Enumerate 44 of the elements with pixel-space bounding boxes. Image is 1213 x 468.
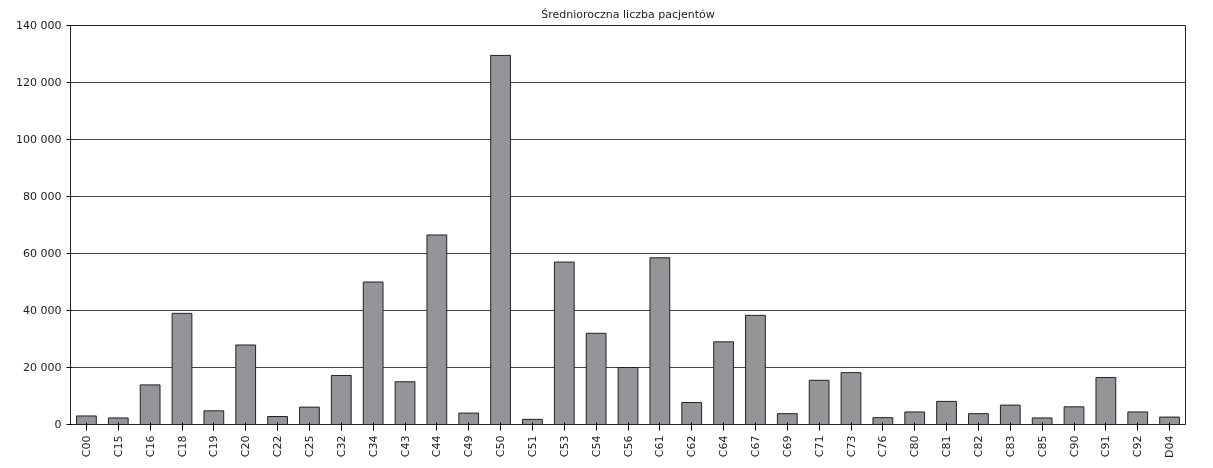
y-tick-label: 80 000: [23, 190, 62, 203]
x-tick-label: C56: [621, 435, 635, 458]
x-tick-label: C92: [1131, 435, 1145, 458]
x-tick-label: C81: [940, 435, 954, 458]
y-tick-label: 140 000: [16, 19, 62, 32]
x-tick-label: C71: [812, 435, 826, 458]
x-tick-label: C44: [430, 435, 444, 458]
x-tick-label: C00: [79, 435, 93, 458]
x-tick-label: C22: [271, 435, 285, 458]
x-tick-label: C76: [876, 435, 890, 458]
x-tick-label: C53: [557, 435, 571, 458]
x-tick-label: D04: [1163, 435, 1177, 458]
x-tick-label: C32: [334, 435, 348, 458]
x-tick-label: C69: [780, 435, 794, 458]
chart-title: Średnioroczna liczba pacjentów: [541, 7, 715, 21]
y-tick-label: 40 000: [23, 304, 62, 317]
y-tick-label: 0: [54, 418, 62, 431]
x-tick-label: C51: [525, 435, 539, 458]
x-tick-label: C90: [1067, 435, 1081, 458]
y-tick-label: 20 000: [23, 361, 62, 374]
y-tick-label: 60 000: [23, 247, 62, 260]
x-tick-label: C43: [398, 435, 412, 458]
x-tick-label: C91: [1099, 435, 1113, 458]
x-tick-label: C67: [748, 435, 762, 458]
x-tick-label: C18: [175, 435, 189, 458]
x-tick-label: C19: [207, 435, 221, 458]
x-tick-label: C80: [908, 435, 922, 458]
x-tick-label: C25: [302, 435, 316, 458]
x-tick-label: C50: [494, 435, 508, 458]
x-tick-label: C83: [1003, 435, 1017, 458]
x-tick-label: C82: [971, 435, 985, 458]
x-tick-label: C54: [589, 435, 603, 458]
y-tick-label: 120 000: [16, 76, 62, 89]
x-tick-label: C49: [462, 435, 476, 458]
x-tick-label: C85: [1035, 435, 1049, 458]
x-tick-label: C15: [111, 435, 125, 458]
x-tick-label: C64: [717, 435, 731, 458]
x-tick-label: C62: [685, 435, 699, 458]
y-tick-label: 100 000: [16, 133, 62, 146]
x-tick-label: C73: [844, 435, 858, 458]
x-tick-label: C20: [239, 435, 253, 458]
x-tick-label: C34: [366, 435, 380, 458]
x-tick-label: C16: [143, 435, 157, 458]
x-tick-label: C61: [653, 435, 667, 458]
